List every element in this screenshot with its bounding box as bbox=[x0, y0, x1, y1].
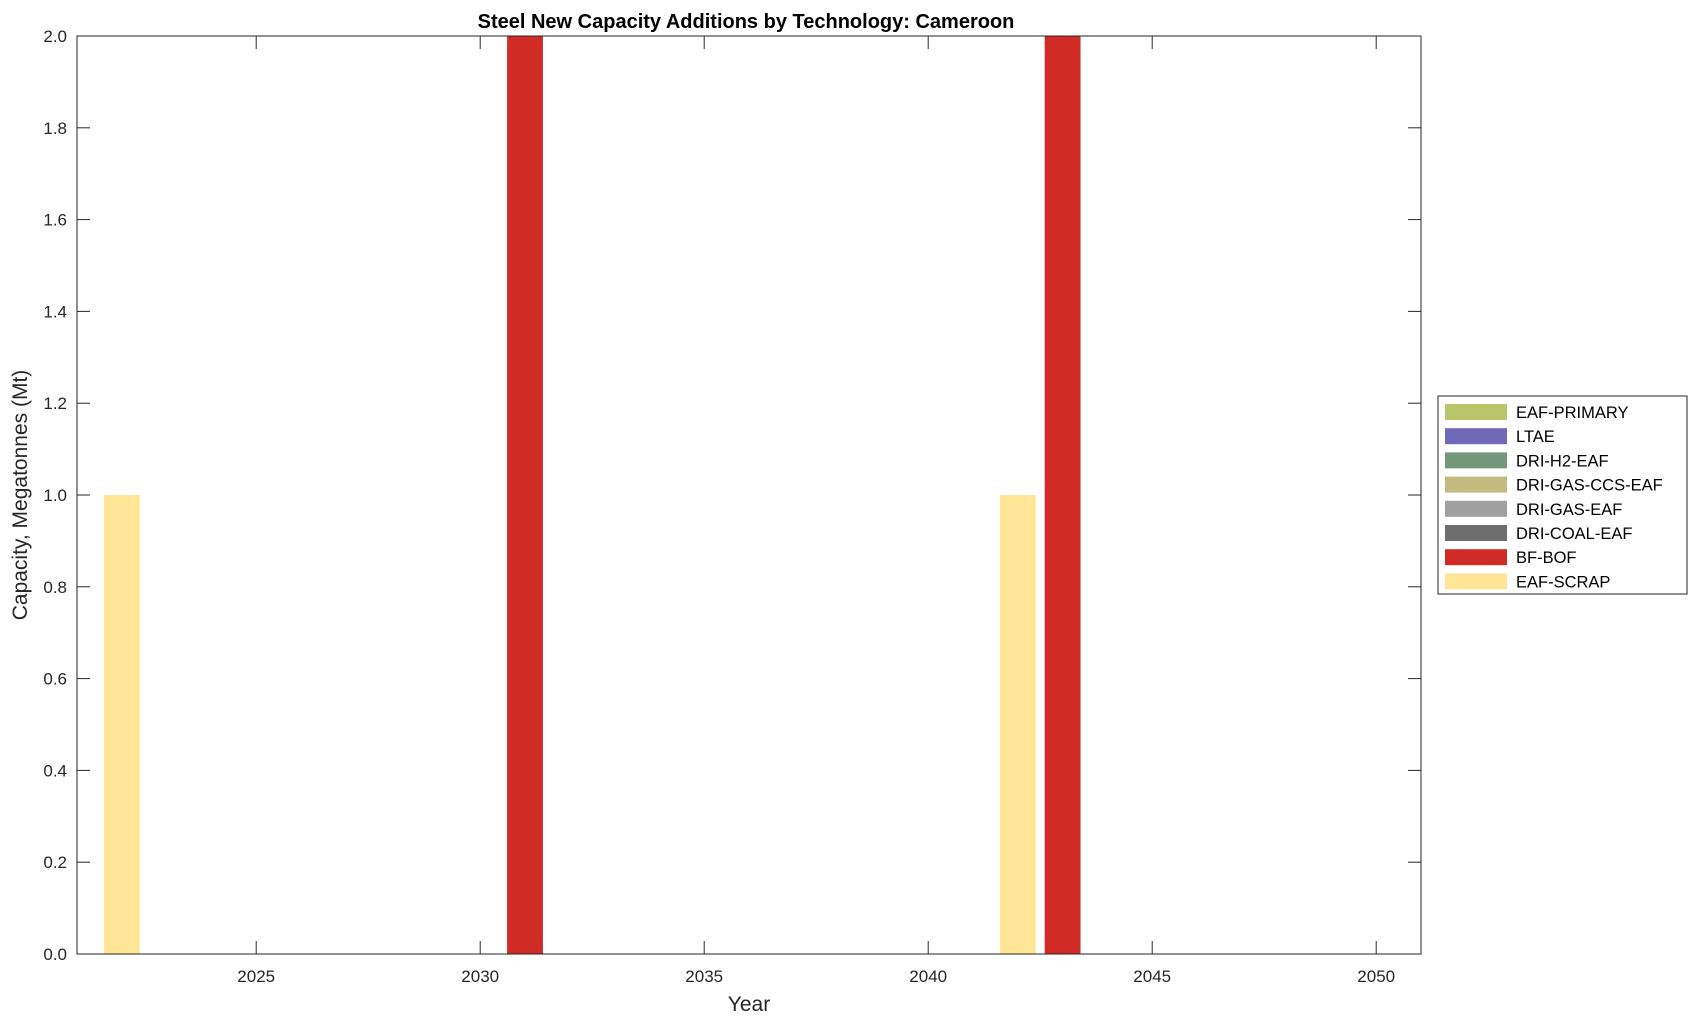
bar-eaf-scrap-2022 bbox=[103, 495, 140, 954]
bars-group bbox=[103, 36, 1081, 954]
legend-label-dri-gas-eaf: DRI-GAS-EAF bbox=[1516, 501, 1622, 519]
legend-swatch-dri-gas-eaf bbox=[1445, 500, 1507, 517]
legend-label-dri-h2-eaf: DRI-H2-EAF bbox=[1516, 452, 1609, 470]
y-tick-label: 1.6 bbox=[43, 211, 67, 230]
legend-label-eaf-primary: EAF-PRIMARY bbox=[1516, 404, 1628, 422]
y-tick-label: 0.2 bbox=[43, 853, 67, 872]
legend-swatch-bf-bof bbox=[1445, 549, 1507, 566]
y-axis: 0.0 0.2 0.4 0.6 0.8 1.0 1.2 1.4 1.6 1.8 2.0 bbox=[43, 27, 1421, 964]
y-tick-label: 0.8 bbox=[43, 578, 67, 597]
y-tick-label: 0.6 bbox=[43, 670, 67, 689]
x-tick-label: 2030 bbox=[461, 967, 499, 986]
y-tick-label: 1.4 bbox=[43, 302, 67, 321]
legend-swatch-dri-coal-eaf bbox=[1445, 525, 1507, 541]
y-tick-label: 0.4 bbox=[43, 761, 67, 780]
x-axis-label: Year bbox=[728, 993, 770, 1016]
y-axis-label: Capacity, Megatonnes (Mt) bbox=[9, 370, 32, 621]
bar-bf-bof-2031 bbox=[507, 36, 543, 954]
chart-title: Steel New Capacity Additions by Technolo… bbox=[478, 11, 1015, 33]
y-tick-label: 1.8 bbox=[43, 119, 67, 138]
legend-swatch-eaf-scrap bbox=[1445, 573, 1507, 590]
x-tick-label: 2040 bbox=[909, 967, 947, 986]
x-tick-label: 2025 bbox=[237, 967, 275, 986]
legend-label-dri-gas-ccs-eaf: DRI-GAS-CCS-EAF bbox=[1516, 477, 1663, 495]
y-tick-label: 1.2 bbox=[43, 394, 67, 413]
legend-label-bf-bof: BF-BOF bbox=[1516, 549, 1577, 567]
legend-label-ltae: LTAE bbox=[1516, 428, 1555, 446]
y-tick-label: 2.0 bbox=[43, 27, 67, 46]
legend-label-dri-coal-eaf: DRI-COAL-EAF bbox=[1516, 525, 1632, 543]
bar-eaf-scrap-2042 bbox=[999, 495, 1036, 954]
y-tick-label: 1.0 bbox=[43, 486, 67, 505]
legend-swatch-dri-h2-eaf bbox=[1445, 452, 1507, 469]
plot-area-frame bbox=[76, 35, 1422, 955]
legend-label-eaf-scrap: EAF-SCRAP bbox=[1516, 573, 1610, 591]
legend-swatch-eaf-primary bbox=[1445, 404, 1507, 420]
x-tick-label: 2045 bbox=[1133, 967, 1171, 986]
x-tick-label: 2035 bbox=[685, 967, 723, 986]
legend-swatch-dri-gas-ccs-eaf bbox=[1445, 476, 1507, 493]
x-axis: 2025 2030 2035 2040 2045 2050 bbox=[237, 36, 1395, 986]
bar-bf-bof-2043 bbox=[1044, 36, 1081, 954]
legend-swatch-ltae bbox=[1445, 428, 1507, 445]
legend: EAF-PRIMARY LTAE DRI-H2-EAF DRI-GAS-CCS-EAF… bbox=[1437, 395, 1688, 595]
x-tick-label: 2050 bbox=[1357, 967, 1395, 986]
y-tick-label: 0.0 bbox=[43, 945, 67, 964]
